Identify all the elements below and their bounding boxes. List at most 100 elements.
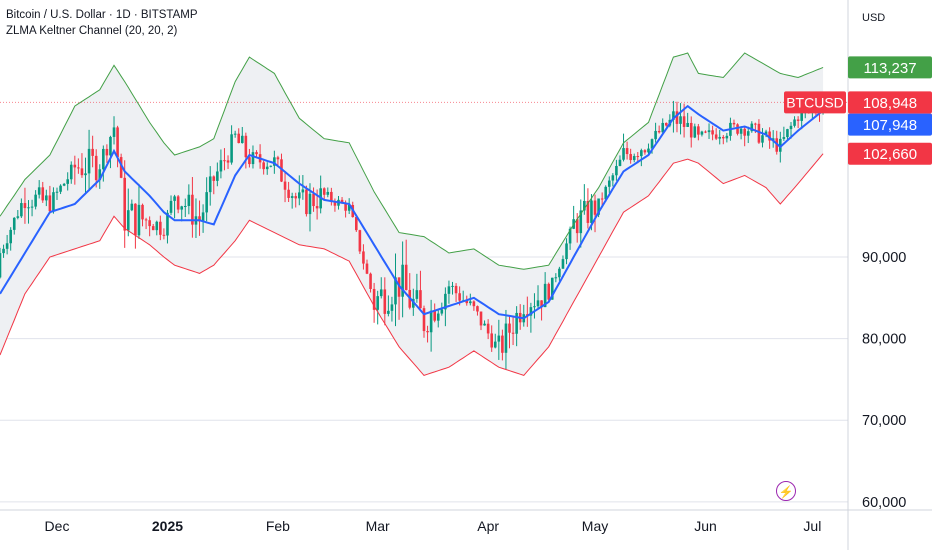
time-axis[interactable]: Dec 2025 Feb Mar Apr May Jun Jul bbox=[0, 509, 932, 534]
candle bbox=[404, 239, 408, 291]
candle bbox=[41, 181, 45, 203]
candle bbox=[134, 203, 137, 249]
candle bbox=[198, 200, 201, 236]
candle bbox=[618, 155, 622, 167]
candle-body bbox=[597, 198, 600, 215]
candle-body bbox=[465, 300, 469, 304]
candle bbox=[305, 185, 308, 217]
candle bbox=[208, 166, 212, 206]
candle bbox=[283, 170, 287, 203]
candle-body bbox=[511, 332, 515, 334]
middle-price-tag: 107,948 bbox=[848, 113, 932, 136]
candle-body bbox=[273, 157, 276, 166]
candle bbox=[479, 311, 483, 331]
candle bbox=[233, 130, 237, 138]
candle bbox=[180, 205, 184, 222]
middle-price-tag-text: 107,948 bbox=[863, 117, 917, 134]
candle-body bbox=[615, 165, 618, 176]
candle-body bbox=[344, 203, 347, 211]
price-axis[interactable]: USD 90,000 80,000 70,000 60,000 bbox=[847, 0, 906, 550]
candle-body bbox=[0, 253, 2, 278]
candle bbox=[84, 157, 87, 193]
candle bbox=[764, 129, 768, 138]
candle bbox=[657, 125, 661, 134]
candle bbox=[59, 184, 62, 195]
candle bbox=[62, 182, 66, 187]
time-tick-label: Jul bbox=[803, 518, 821, 534]
candle bbox=[162, 228, 166, 240]
candle bbox=[372, 282, 376, 323]
candle bbox=[201, 204, 205, 233]
candle-body bbox=[796, 119, 800, 121]
candle-body bbox=[657, 130, 661, 133]
candle bbox=[148, 216, 151, 237]
candle-body bbox=[208, 176, 212, 193]
candle bbox=[312, 187, 315, 212]
candle bbox=[294, 192, 298, 208]
candle bbox=[515, 306, 518, 347]
candle bbox=[94, 149, 98, 188]
candle bbox=[265, 162, 269, 175]
candle-body bbox=[48, 195, 52, 212]
candle-body bbox=[66, 179, 69, 184]
candle-body bbox=[205, 192, 208, 213]
candle bbox=[504, 309, 508, 370]
candle-body bbox=[166, 212, 169, 236]
candle bbox=[786, 128, 789, 141]
candle-body bbox=[30, 206, 34, 208]
candle-body bbox=[240, 135, 244, 144]
candle-body bbox=[444, 293, 447, 310]
chart-legend: Bitcoin / U.S. Dollar · 1D · BITSTAMP ZL… bbox=[6, 7, 198, 39]
candle-body bbox=[490, 333, 493, 348]
candle-body bbox=[515, 312, 518, 334]
candle bbox=[429, 299, 433, 352]
candle bbox=[700, 130, 704, 137]
candle bbox=[607, 176, 611, 193]
lower-price-tag: 102,660 bbox=[848, 142, 932, 165]
candle-body bbox=[2, 248, 5, 254]
candle bbox=[793, 116, 796, 128]
lightning-icon[interactable]: ⚡ bbox=[776, 481, 796, 501]
candle-body bbox=[262, 162, 265, 170]
candle bbox=[45, 189, 48, 207]
candle bbox=[244, 132, 248, 169]
candle-body bbox=[23, 203, 27, 209]
candle bbox=[390, 296, 394, 322]
candle-body bbox=[768, 131, 771, 141]
candle bbox=[782, 126, 786, 141]
candle-body bbox=[223, 160, 226, 162]
candle-body bbox=[216, 171, 219, 181]
candle bbox=[379, 277, 383, 299]
candle-body bbox=[109, 136, 112, 156]
candle bbox=[451, 281, 454, 295]
candle bbox=[622, 133, 625, 162]
candle bbox=[183, 198, 187, 217]
candle bbox=[693, 123, 697, 139]
candle bbox=[718, 129, 722, 145]
candle bbox=[383, 277, 387, 326]
candle-body bbox=[27, 207, 30, 209]
candle-body bbox=[771, 138, 775, 141]
symbol-tag-bg bbox=[784, 91, 846, 114]
price-tick-label: 80,000 bbox=[862, 332, 906, 348]
candle bbox=[9, 227, 12, 251]
candle bbox=[98, 164, 102, 189]
candle-body bbox=[536, 300, 540, 307]
candle-body bbox=[718, 136, 722, 139]
price-tags: 113,237108,94816:45:20107,948102,660BTCU… bbox=[784, 56, 932, 165]
candle-body bbox=[301, 189, 305, 193]
time-tick-label: Dec bbox=[45, 518, 70, 534]
candle bbox=[376, 290, 379, 325]
price-tick-label: 60,000 bbox=[862, 495, 906, 511]
candle-body bbox=[643, 150, 647, 153]
candle-body bbox=[212, 176, 216, 181]
indicator-title[interactable]: ZLMA Keltner Channel (20, 20, 2) bbox=[6, 25, 178, 37]
symbol-title[interactable]: Bitcoin / U.S. Dollar · 1D · BITSTAMP bbox=[6, 9, 198, 21]
candle bbox=[226, 155, 230, 169]
candle-body bbox=[315, 206, 319, 209]
candle bbox=[689, 116, 693, 148]
candle-body bbox=[84, 173, 87, 176]
candle-body bbox=[625, 148, 629, 155]
candle-body bbox=[415, 290, 419, 299]
